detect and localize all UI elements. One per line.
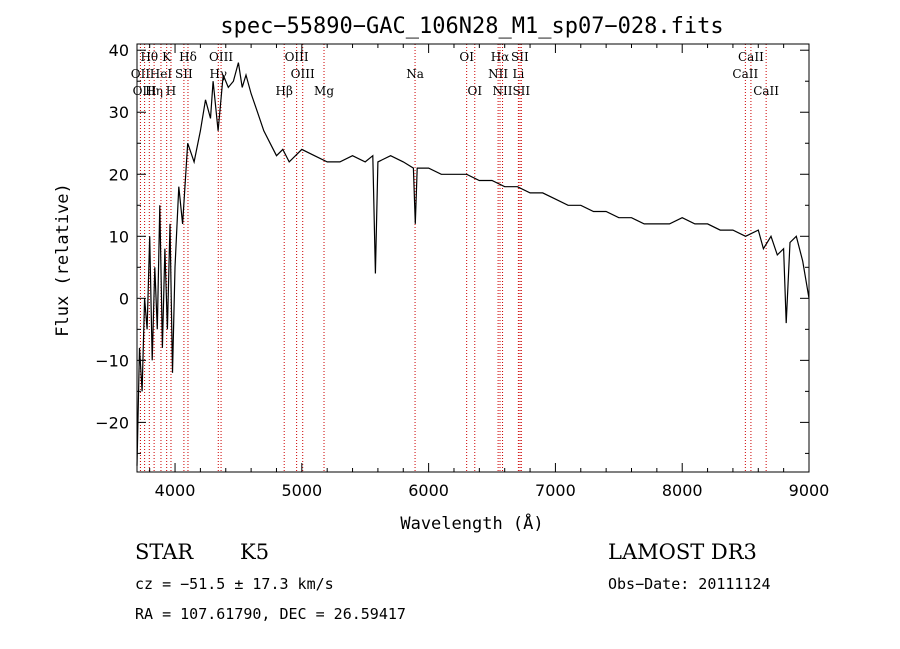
x-tick-label: 7000 — [535, 481, 576, 500]
observation-date: Obs−Date: 20111124 — [608, 575, 771, 593]
y-tick-label: −10 — [95, 351, 129, 370]
plot-frame — [136, 43, 810, 473]
x-tick-label: 6000 — [408, 481, 449, 500]
x-axis-label: Wavelength (Å) — [400, 512, 543, 534]
spectral-line-label: Mg — [314, 84, 334, 98]
spectral-line-label: OII — [131, 67, 151, 81]
spectral-line-label: K — [162, 50, 172, 64]
spectral-line-label: CaII — [753, 84, 779, 98]
spectral-line-label: Hη — [145, 84, 163, 98]
spectral-line-label: CaII — [732, 67, 758, 81]
spectral-line-label: Na — [406, 67, 424, 81]
spectral-line-label: NII — [488, 67, 508, 81]
x-axis-ticks: 4000 5000 6000 7000 8000 9000 — [149, 44, 830, 500]
spectral-line-label: SII — [175, 67, 193, 81]
x-tick-label: 8000 — [662, 481, 703, 500]
spectral-line-label: NII — [493, 84, 513, 98]
spectral-line-label: Hδ — [179, 50, 197, 64]
spectrum-series-line — [136, 62, 810, 466]
y-tick-label: 10 — [109, 227, 129, 246]
spectral-line-label: Li — [512, 67, 524, 81]
spectral-line-label: OI — [459, 50, 474, 64]
x-tick-label: 4000 — [155, 481, 196, 500]
y-axis-label: Flux (relative) — [53, 183, 73, 337]
spectral-line-label: SII — [511, 50, 529, 64]
object-subclass: K5 — [240, 540, 270, 564]
spectral-line-label: OIII — [291, 67, 315, 81]
spectral-line-label: Hα — [491, 50, 510, 64]
spectral-line-label: Hθ — [140, 50, 158, 64]
spectral-line-label: SII — [512, 84, 530, 98]
x-tick-label: 5000 — [281, 481, 322, 500]
object-class: STAR — [135, 540, 194, 564]
coordinates: RA = 107.61790, DEC = 26.59417 — [135, 605, 406, 623]
spectral-line-label: CaII — [738, 50, 764, 64]
y-axis-ticks: −20 −10 0 10 20 30 40 — [95, 41, 809, 454]
spectral-line-label: OIII — [133, 84, 157, 98]
y-tick-label: 30 — [109, 103, 129, 122]
spectral-line-label: H — [166, 84, 176, 98]
spectral-line-label: OIII — [285, 50, 309, 64]
spectral-line-label: OI — [467, 84, 482, 98]
y-tick-label: −20 — [95, 413, 129, 432]
spectral-line-label: HeI — [150, 67, 173, 81]
chart-title: spec−55890−GAC_106N28_M1_sp07−028.fits — [220, 14, 723, 39]
y-tick-label: 0 — [119, 289, 129, 308]
spectral-line-label: Hβ — [276, 84, 293, 98]
x-tick-label: 9000 — [789, 481, 830, 500]
y-tick-label: 20 — [109, 165, 129, 184]
y-tick-label: 40 — [109, 41, 129, 60]
survey-name: LAMOST DR3 — [608, 540, 757, 564]
redshift-cz: cz = −51.5 ± 17.3 km/s — [135, 575, 334, 593]
spectral-line-label: OIII — [209, 50, 233, 64]
